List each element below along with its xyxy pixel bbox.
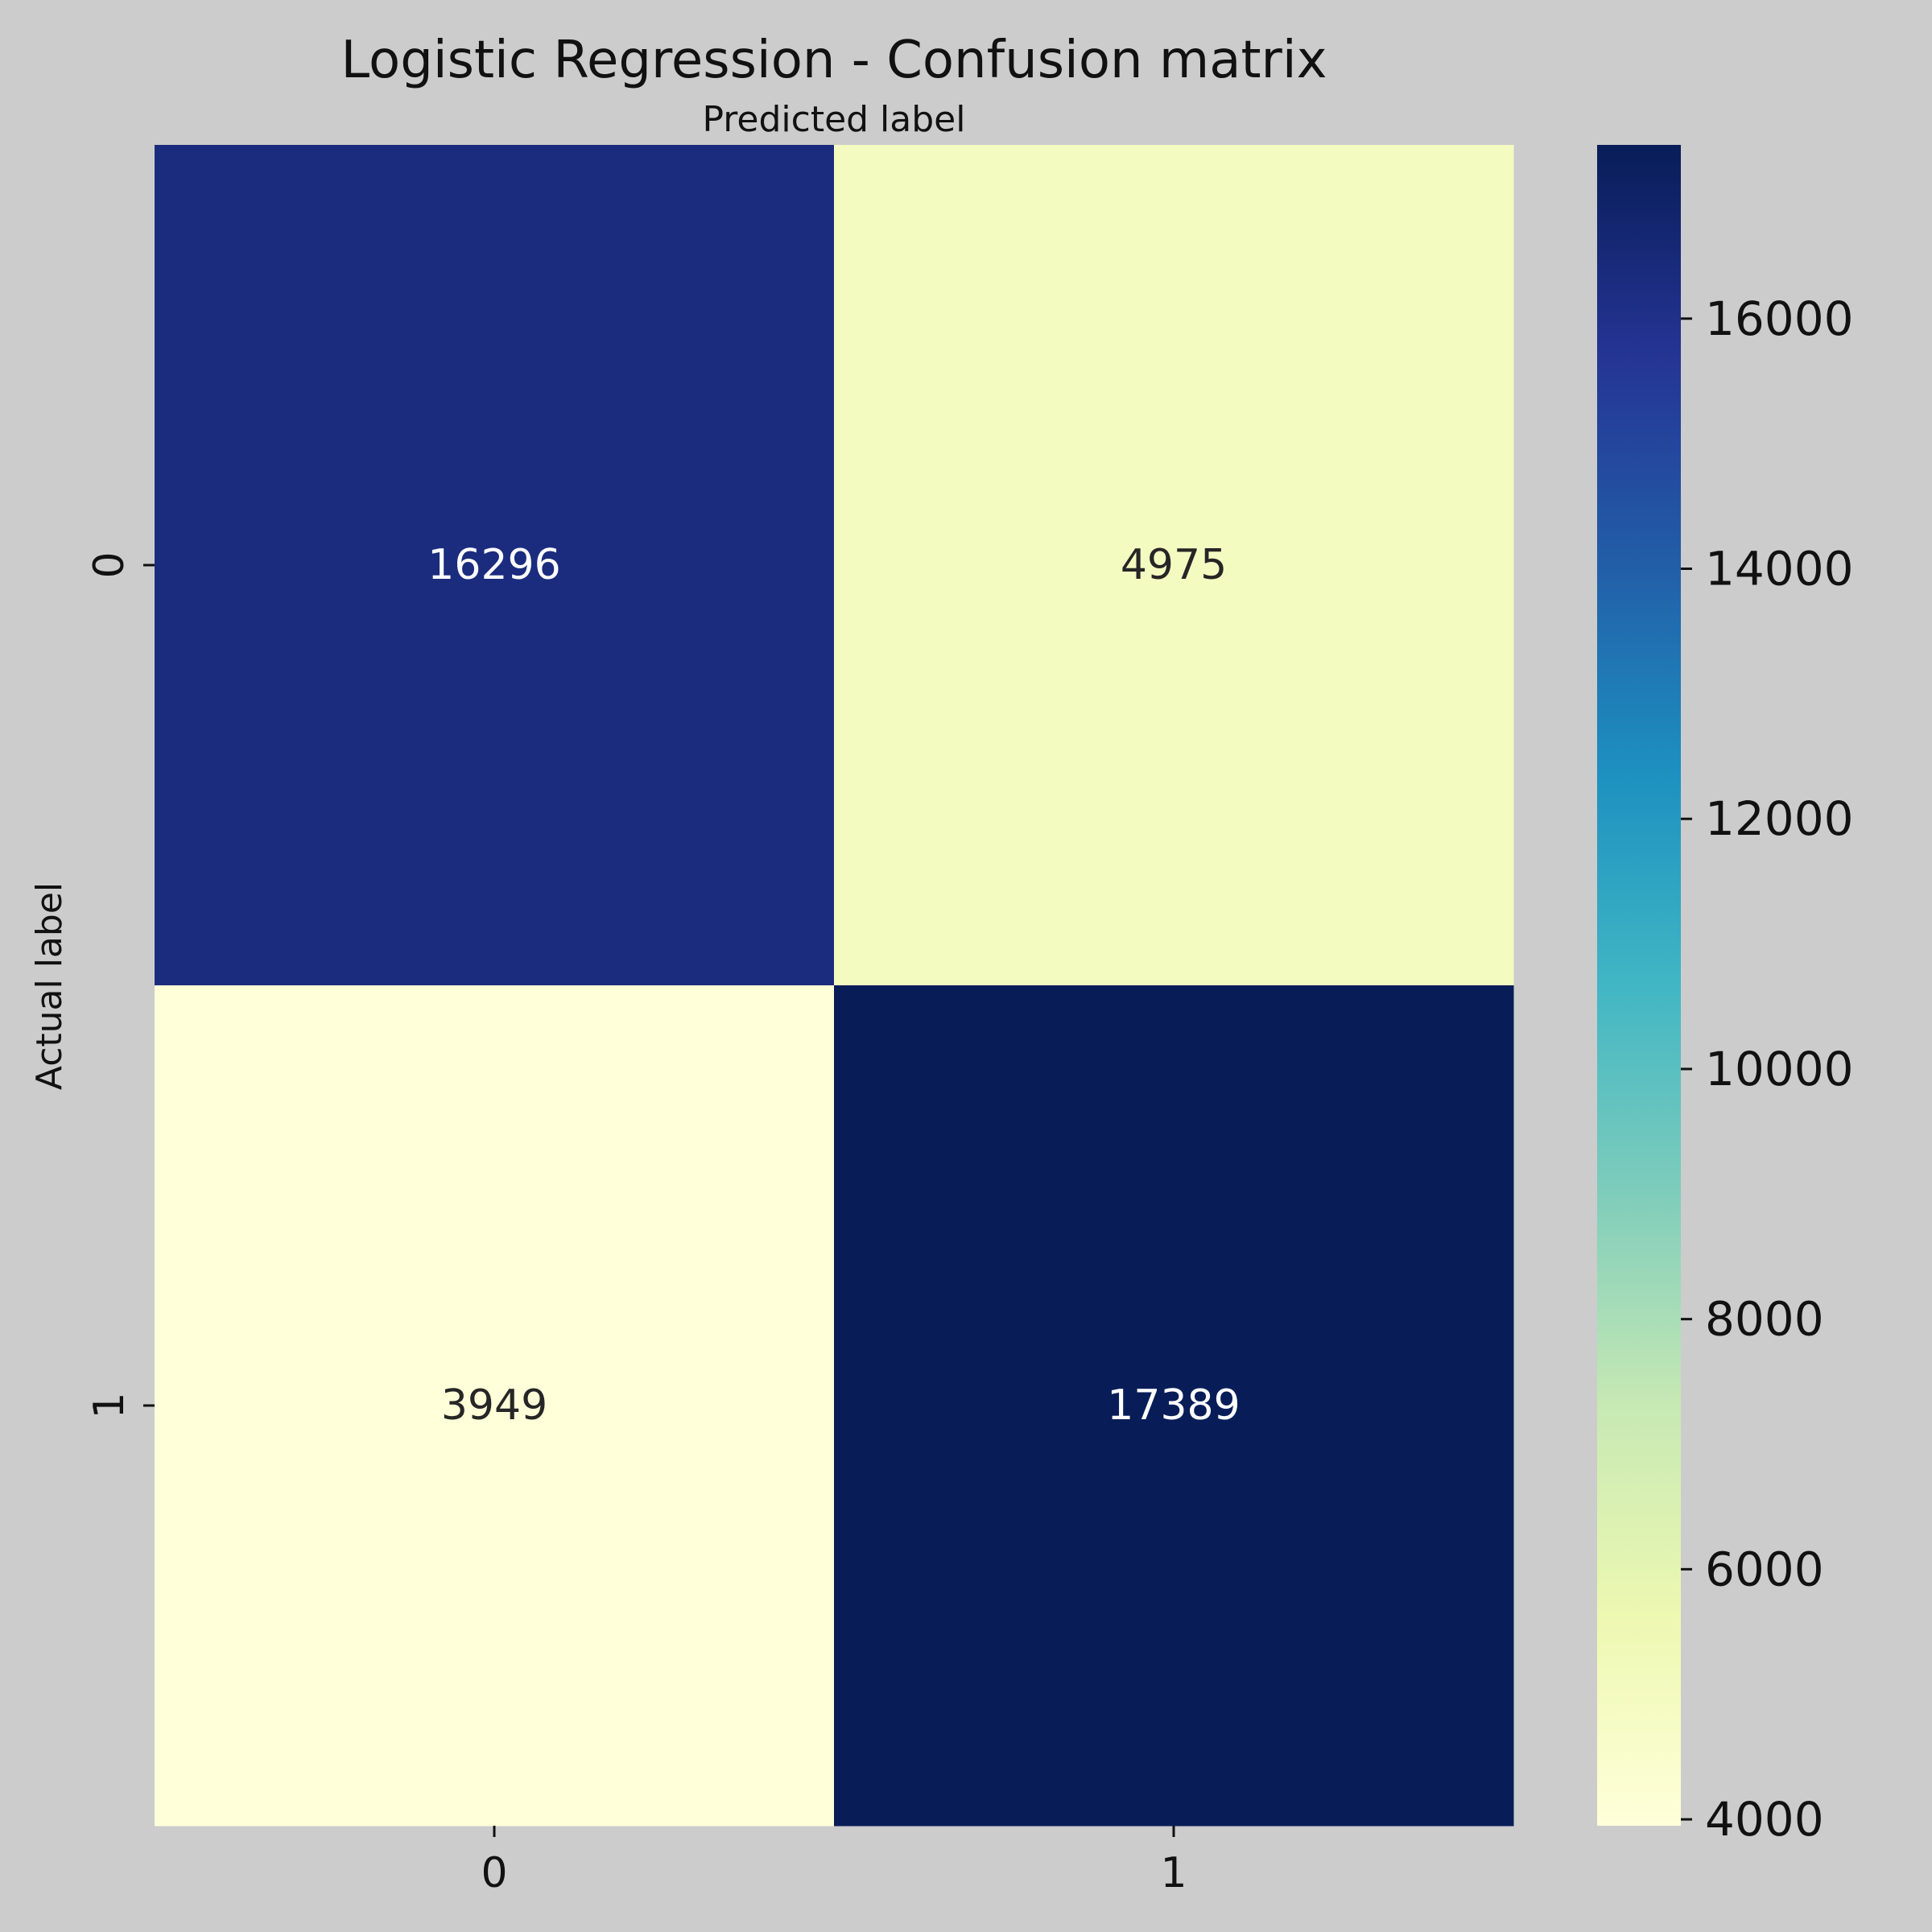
colorbar-tick-label-0: 4000 <box>1705 1792 1824 1847</box>
cell-value-r0-c1: 4975 <box>1121 541 1227 589</box>
colorbar-tick-label-1: 6000 <box>1705 1542 1824 1596</box>
cell-value-r1-c1: 17389 <box>1107 1381 1240 1430</box>
colorbar-tick-label-2: 8000 <box>1705 1292 1824 1347</box>
x-axis-label: Predicted label <box>703 99 966 140</box>
colorbar-tick-label-5: 14000 <box>1705 542 1854 597</box>
y-tick-label-0: 0 <box>85 551 134 578</box>
heatmap-cell-r1-c1 <box>834 985 1514 1827</box>
x-tick-label-1: 1 <box>1160 1849 1187 1897</box>
cell-value-r1-c0: 3949 <box>441 1381 547 1430</box>
x-tick-label-0: 0 <box>481 1849 507 1897</box>
colorbar-ticks: 4000 6000 8000 10000 12000 14000 16000 <box>1681 291 1854 1847</box>
colorbar-tick-label-6: 16000 <box>1705 291 1854 346</box>
heatmap-cell-r1-c0 <box>155 985 835 1827</box>
cell-labels: 16296 4975 3949 17389 <box>427 541 1240 1430</box>
colorbar-tick-label-4: 12000 <box>1705 791 1854 846</box>
y-tick-label-1: 1 <box>85 1392 134 1418</box>
heatmap-cell-r0-c1 <box>834 145 1514 986</box>
cell-value-r0-c0: 16296 <box>427 541 560 589</box>
colorbar-tick-label-3: 10000 <box>1705 1042 1854 1096</box>
heatmap-cell-r0-c0 <box>155 145 835 986</box>
y-axis-ticks: 01 <box>85 551 155 1419</box>
chart-title: Logistic Regression - Confusion matrix <box>341 31 1327 90</box>
heatmap-cells <box>155 145 1514 1827</box>
colorbar <box>1597 145 1681 1826</box>
y-axis-label: Actual label <box>29 882 70 1090</box>
